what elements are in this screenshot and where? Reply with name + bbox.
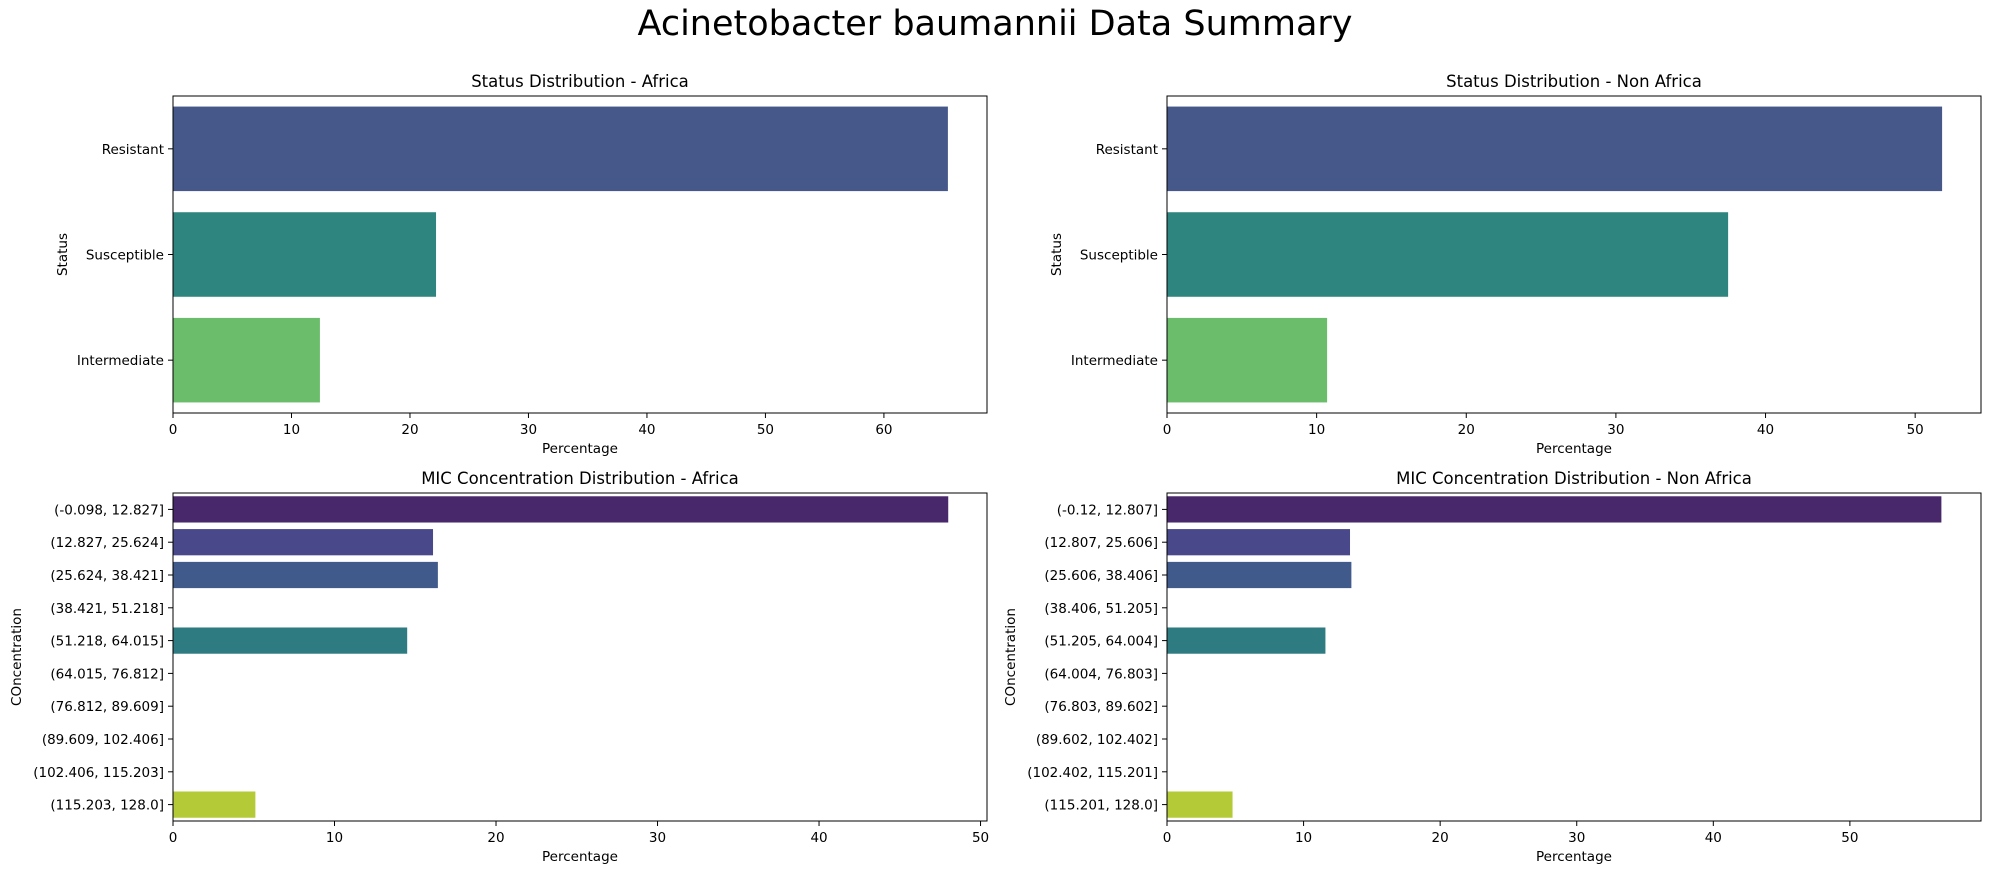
y-tick-label: (89.602, 102.402]	[1036, 732, 1158, 748]
x-tick-label: 20	[1458, 422, 1475, 438]
y-tick-label: Intermediate	[1071, 353, 1158, 369]
x-tick-label: 50	[1907, 422, 1924, 438]
x-tick-label: 30	[1568, 830, 1585, 846]
y-tick-label: (102.406, 115.203]	[33, 765, 164, 781]
x-tick-label: 10	[283, 422, 300, 438]
x-tick-label: 40	[810, 830, 827, 846]
chart-status-non-africa: Resistant Susceptible Intermediate 0 10 20 30 4…	[1049, 72, 1982, 457]
figure-title: Acinetobacter baumannii Data Summary	[637, 4, 1353, 44]
x-tick-label: 20	[487, 830, 504, 846]
bar-10	[173, 791, 256, 818]
x-tick-label: 0	[169, 830, 178, 846]
axes-frame	[1166, 492, 1982, 822]
x-axis-label: Percentage	[542, 441, 618, 457]
bar-5	[1167, 627, 1326, 654]
x-tick-label: 30	[1607, 422, 1624, 438]
x-tick-label: 50	[972, 830, 989, 846]
y-tick-label: Resistant	[1096, 142, 1158, 158]
y-tick-label: (51.205, 64.004]	[1044, 634, 1158, 650]
bar-1	[1167, 496, 1942, 523]
x-tick-label: 40	[1705, 830, 1722, 846]
y-tick-label: (64.015, 76.812]	[50, 666, 164, 682]
x-tick-label: 40	[1757, 422, 1774, 438]
x-tick-label: 0	[1163, 422, 1172, 438]
x-tick-label: 30	[520, 422, 537, 438]
bar-3	[173, 561, 438, 589]
x-axis-label: Percentage	[1536, 849, 1612, 865]
bar-3	[1167, 317, 1328, 403]
y-axis-label: COncentration	[9, 608, 25, 706]
y-tick-label: (89.609, 102.406]	[42, 732, 164, 748]
y-tick-label: (12.827, 25.624]	[50, 535, 164, 551]
bar-1	[173, 496, 949, 523]
y-tick-label: (25.624, 38.421]	[50, 568, 164, 584]
y-tick-label: (25.606, 38.406]	[1044, 568, 1158, 584]
y-tick-label: (38.421, 51.218]	[50, 601, 164, 617]
x-tick-label: 20	[1432, 830, 1449, 846]
x-tick-label: 60	[875, 422, 892, 438]
y-axis-label: COncentration	[1003, 608, 1019, 706]
y-tick-label: (38.406, 51.205]	[1044, 601, 1158, 617]
x-tick-label: 10	[326, 830, 343, 846]
y-axis-label: Status	[1049, 233, 1065, 276]
y-tick-label: Intermediate	[77, 353, 164, 369]
x-tick-label: 0	[169, 422, 178, 438]
y-tick-label: (-0.098, 12.827]	[54, 502, 164, 518]
y-tick-label: (76.803, 89.602]	[1044, 699, 1158, 715]
x-tick-label: 0	[1163, 830, 1172, 846]
y-tick-label: (76.812, 89.609]	[50, 699, 164, 715]
y-tick-label: (12.807, 25.606]	[1044, 535, 1158, 551]
y-tick-label: Resistant	[102, 142, 164, 158]
x-tick-label: 10	[1308, 422, 1325, 438]
x-tick-label: 20	[401, 422, 418, 438]
bar-3	[173, 317, 320, 403]
axes-frame	[172, 492, 988, 822]
x-axis-label: Percentage	[1536, 441, 1612, 457]
x-tick-label: 40	[638, 422, 655, 438]
x-tick-label: 10	[1295, 830, 1312, 846]
bar-2	[1167, 529, 1351, 556]
y-tick-label: (64.004, 76.803]	[1044, 666, 1158, 682]
chart-title: MIC Concentration Distribution - Non Afr…	[1396, 469, 1752, 488]
bar-10	[1167, 791, 1233, 818]
y-tick-label: (115.203, 128.0]	[50, 798, 164, 814]
chart-mic-africa: (-0.098, 12.827] (12.827, 25.624] (25.624,…	[9, 469, 989, 865]
x-tick-label: 50	[1841, 830, 1858, 846]
x-axis-label: Percentage	[542, 849, 618, 865]
y-tick-label: (102.402, 115.201]	[1027, 765, 1158, 781]
y-tick-label: Susceptible	[1080, 248, 1158, 264]
x-tick-label: 30	[649, 830, 666, 846]
chart-mic-non-africa: (-0.12, 12.807] (12.807, 25.606] (25.606, …	[1003, 469, 1982, 865]
chart-title: MIC Concentration Distribution - Africa	[421, 469, 739, 488]
bar-5	[173, 627, 408, 654]
y-axis-label: Status	[55, 233, 71, 276]
bar-3	[1167, 561, 1352, 589]
bar-1	[1167, 106, 1943, 192]
bar-2	[173, 529, 434, 556]
chart-title: Status Distribution - Non Africa	[1446, 72, 1702, 91]
bar-2	[173, 212, 437, 297]
bar-1	[173, 106, 948, 192]
y-tick-label: Susceptible	[86, 248, 164, 264]
y-tick-label: (-0.12, 12.807]	[1057, 502, 1158, 518]
chart-title: Status Distribution - Africa	[471, 72, 689, 91]
y-tick-label: (51.218, 64.015]	[50, 634, 164, 650]
y-tick-label: (115.201, 128.0]	[1044, 798, 1158, 814]
x-tick-label: 50	[757, 422, 774, 438]
bar-2	[1167, 212, 1729, 297]
chart-status-africa: Resistant Susceptible Intermediate 0 10 20 30 4…	[55, 72, 988, 457]
